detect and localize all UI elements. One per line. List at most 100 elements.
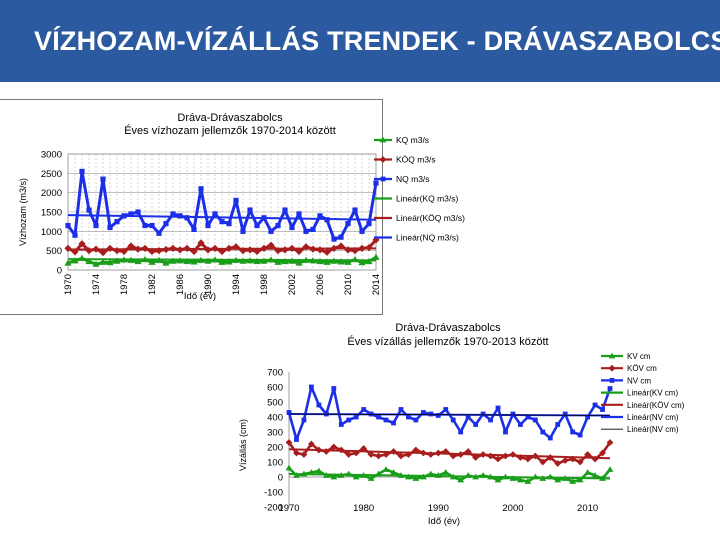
h-y-tick-label: -100	[264, 488, 283, 499]
q-data-point-0	[358, 259, 366, 266]
q-legend-label: Lineár(KÖQ m3/s)	[396, 213, 465, 223]
q-data-point-2	[156, 230, 162, 236]
q-y-tick-label: 0	[57, 266, 62, 277]
q-data-point-0	[344, 258, 352, 265]
h-data-point-2	[473, 422, 479, 427]
h-legend-label: Lineár(KÖV cm)	[627, 401, 685, 410]
h-x-tick-label: 1980	[353, 503, 374, 514]
h-legend-label: Lineár(NV cm)	[627, 425, 679, 434]
q-x-tick-label: 1998	[259, 274, 270, 295]
q-data-point-0	[323, 258, 331, 265]
q-data-point-1	[113, 247, 121, 255]
q-x-tick-label: 2014	[371, 274, 382, 295]
h-legend-label: Lineár(NV cm)	[627, 413, 679, 422]
q-data-point-2	[219, 219, 225, 225]
q-x-tick-label: 1990	[203, 274, 214, 295]
h-data-point-1	[591, 455, 599, 463]
q-data-point-2	[142, 222, 148, 229]
h-data-point-2	[398, 407, 404, 412]
h-data-point-1	[554, 460, 562, 467]
q-data-point-2	[86, 207, 92, 213]
h-y-axis-label: Vízállás (cm)	[238, 419, 248, 471]
q-y-tick-label: 3000	[41, 150, 62, 161]
q-x-tick-label: 1994	[231, 274, 242, 295]
h-data-point-1	[472, 454, 480, 461]
q-x-tick-label: 1970	[63, 274, 74, 295]
q-data-point-0	[281, 257, 289, 265]
q-data-point-2	[149, 222, 155, 229]
h-data-point-2	[413, 417, 419, 423]
h-data-point-1	[524, 455, 532, 463]
h-y-tick-label: 700	[267, 368, 283, 379]
q-chart-subtitle: Éves vízhozam jellemzők 1970-2014 között	[124, 124, 336, 137]
h-data-point-2	[316, 402, 322, 408]
q-data-point-2	[289, 224, 295, 231]
h-data-point-0	[352, 473, 360, 480]
h-data-point-1	[330, 443, 338, 451]
q-data-point-0	[148, 258, 156, 265]
q-data-point-0	[274, 258, 282, 265]
q-data-point-2	[205, 222, 211, 229]
q-data-point-2	[198, 186, 204, 192]
q-data-point-2	[352, 207, 358, 213]
q-data-point-0	[113, 257, 121, 264]
h-y-tick-label: 400	[267, 413, 283, 424]
h-data-point-0	[457, 476, 465, 483]
q-data-point-2	[72, 232, 78, 238]
h-data-point-1	[300, 451, 308, 458]
q-legend-label: Lineár(KQ m3/s)	[396, 194, 459, 204]
q-data-point-2	[254, 222, 260, 229]
q-data-point-2	[212, 211, 218, 217]
q-legend-label: KQ m3/s	[396, 135, 429, 145]
q-data-point-0	[134, 257, 142, 265]
h-data-point-0	[412, 475, 420, 481]
h-trend-line-0	[288, 473, 611, 480]
h-data-point-2	[577, 432, 583, 438]
q-data-point-2	[100, 176, 106, 182]
h-data-point-2	[600, 407, 605, 412]
h-x-tick-label: 1970	[278, 503, 299, 514]
h-data-point-1	[397, 452, 405, 460]
q-data-point-1	[85, 247, 93, 255]
q-data-point-2	[93, 222, 99, 229]
q-trend-line-2	[67, 214, 377, 221]
q-data-point-2	[170, 211, 176, 217]
q-data-point-1	[78, 240, 86, 248]
h-trend-line-3	[288, 413, 611, 416]
q-data-point-1	[106, 244, 114, 252]
q-data-point-2	[345, 221, 351, 227]
h-data-point-2	[465, 414, 471, 420]
h-data-point-2	[503, 429, 508, 435]
q-data-point-0	[295, 259, 303, 266]
q-y-tick-label: 2500	[41, 169, 62, 180]
h-legend-marker	[608, 364, 616, 372]
slide-title: VÍZHOZAM-VÍZÁLLÁS TRENDEK - DRÁVASZABOLC…	[34, 26, 720, 56]
h-data-point-2	[540, 429, 546, 435]
h-data-point-2	[361, 407, 367, 412]
h-data-point-2	[308, 384, 314, 390]
q-data-point-0	[92, 260, 100, 267]
h-data-point-1	[293, 449, 300, 457]
h-data-point-2	[488, 417, 493, 423]
q-data-point-2	[268, 228, 274, 234]
q-data-point-2	[366, 221, 372, 227]
h-data-point-0	[524, 478, 532, 484]
q-data-point-2	[331, 236, 337, 242]
q-data-point-2	[135, 209, 141, 215]
q-data-point-0	[64, 259, 72, 266]
q-data-point-0	[169, 257, 177, 264]
h-data-point-1	[606, 439, 614, 446]
q-data-point-0	[218, 258, 226, 265]
q-x-tick-label: 1974	[91, 274, 102, 295]
h-x-axis-label: Idő (év)	[428, 516, 460, 527]
q-data-point-2	[79, 168, 85, 174]
h-data-point-2	[450, 417, 456, 423]
h-data-point-1	[285, 439, 293, 446]
h-y-tick-label: 200	[267, 443, 283, 454]
q-data-point-2	[107, 224, 113, 231]
h-data-point-2	[458, 429, 464, 435]
h-data-point-2	[346, 417, 352, 423]
q-data-point-2	[296, 211, 302, 217]
q-data-point-1	[120, 247, 128, 256]
